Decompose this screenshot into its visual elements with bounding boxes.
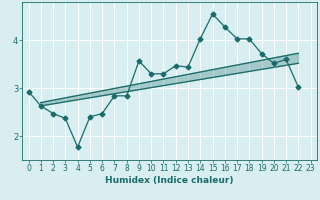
X-axis label: Humidex (Indice chaleur): Humidex (Indice chaleur)	[105, 176, 234, 185]
Polygon shape	[41, 53, 299, 106]
